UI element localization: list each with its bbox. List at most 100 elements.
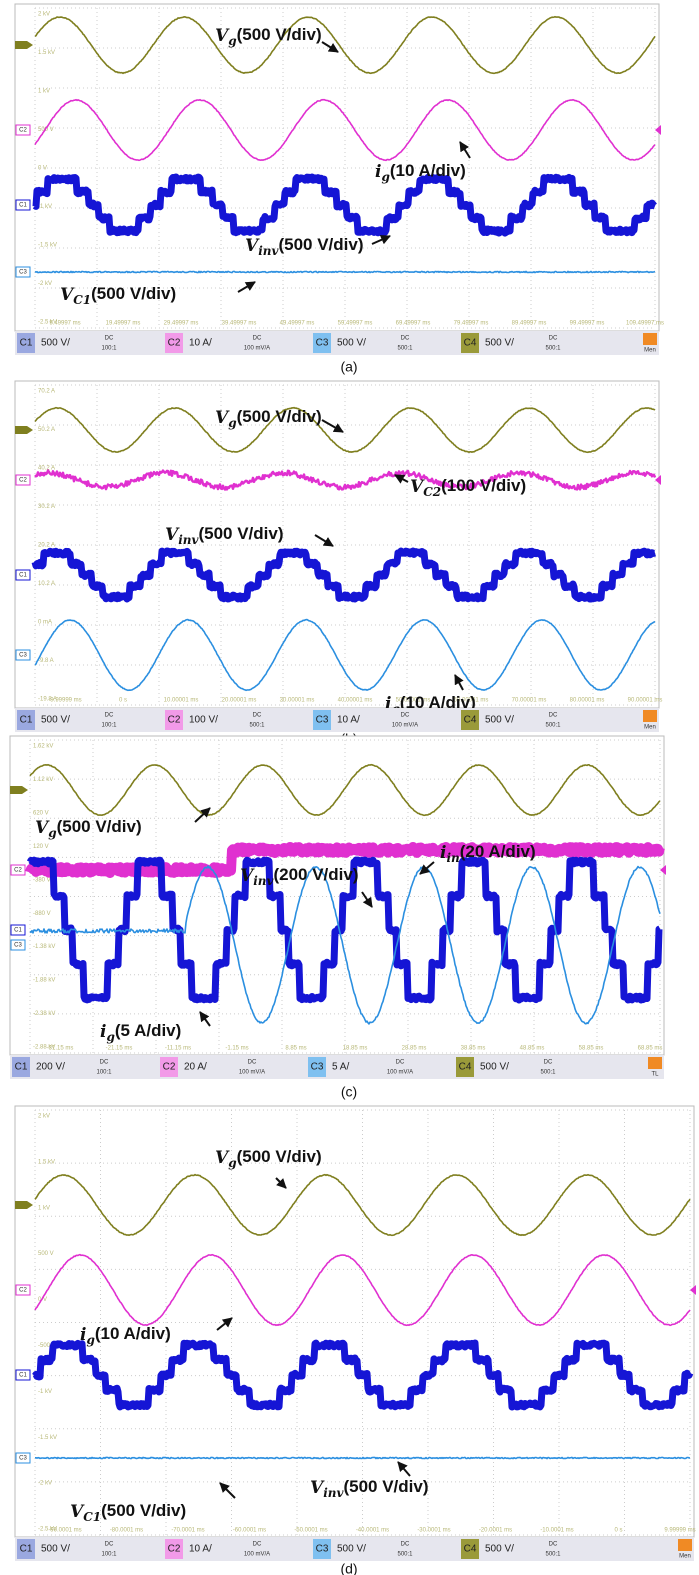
channel-id: C2	[168, 1544, 181, 1555]
channel-probe: 500:1	[397, 1552, 413, 1558]
scope-panel: 1.62 kV1.12 kV620 V120 V-380 V-880 V-1.3…	[10, 736, 666, 1100]
channel-id: C4	[464, 338, 477, 349]
x-label: 20.00001 ms	[222, 698, 257, 704]
y-label: 1.62 kV	[33, 744, 53, 750]
channel-probe: 100 mV/A	[392, 723, 418, 729]
channel-scale: 500 V/	[485, 1544, 514, 1555]
menu-icon	[678, 1539, 692, 1551]
channel-coupling: DC	[401, 1542, 410, 1548]
x-label: 69.49997 ms	[396, 321, 431, 327]
x-label: 109.49997 ms	[626, 321, 664, 327]
y-label: -1.88 kV	[33, 978, 55, 984]
x-label: 0 s	[119, 698, 127, 704]
channel-marker-label: C3	[19, 1456, 27, 1462]
y-label: 50.2 A	[38, 427, 55, 433]
channel-scale: 500 V/	[41, 338, 70, 349]
channel-probe: 500:1	[545, 346, 561, 352]
channel-scale: 20 A/	[184, 1062, 207, 1073]
y-label: -380 V	[33, 877, 51, 883]
channel-probe: 500:1	[545, 723, 561, 729]
menu-label: Men	[644, 725, 656, 731]
channel-scale: 500 V/	[480, 1062, 509, 1073]
x-label: 8.85 ms	[285, 1046, 306, 1052]
channel-marker-label: C2	[19, 1288, 27, 1294]
annotation-scale: (5 A/div)	[115, 1021, 181, 1040]
channel-marker-label: C1	[19, 203, 27, 209]
x-label: 68.85 ms	[638, 1046, 663, 1052]
x-label: 99.49997 ms	[570, 321, 605, 327]
x-label: 0 s	[614, 1528, 622, 1534]
y-label: 20.2 A	[38, 543, 55, 549]
channel-marker-label: C1	[19, 1373, 27, 1379]
x-label: 80.00001 ms	[570, 698, 605, 704]
channel-coupling: DC	[401, 713, 410, 719]
annotation-scale: (100 V/div)	[441, 476, 526, 495]
y-label: -1.5 kV	[38, 243, 57, 249]
x-label: -11.15 ms	[165, 1046, 191, 1052]
x-label: -21.15 ms	[106, 1046, 133, 1052]
menu-icon	[648, 1057, 662, 1069]
channel-scale: 10 A/	[189, 338, 212, 349]
y-label: 2 kV	[38, 12, 50, 18]
annotation-scale: (20 A/div)	[460, 842, 536, 861]
y-label: -880 V	[33, 911, 51, 917]
channel-marker-label: C3	[19, 653, 27, 659]
channel-id: C2	[168, 338, 181, 349]
annotation-scale: (10 A/div)	[95, 1324, 171, 1343]
channel-coupling: DC	[549, 1542, 558, 1548]
caption: (a)	[340, 359, 357, 375]
waveform	[35, 1457, 690, 1458]
y-label: -2.38 kV	[33, 1011, 55, 1017]
x-label: 39.49997 ms	[222, 321, 257, 327]
annotation-subscript: C2	[423, 485, 441, 499]
channel-coupling: DC	[100, 1060, 109, 1066]
annotation-scale: (500 V/div)	[343, 1477, 428, 1496]
channel-coupling: DC	[253, 1542, 262, 1548]
channel-id: C4	[459, 1062, 472, 1073]
x-label: 29.49997 ms	[164, 321, 199, 327]
annotation-scale: (500 V/div)	[237, 25, 322, 44]
x-label: 30.00001 ms	[280, 698, 315, 704]
x-label: 59.49997 ms	[338, 321, 373, 327]
channel-coupling: DC	[396, 1060, 405, 1066]
y-label: 500 V	[38, 1251, 54, 1257]
channel-coupling: DC	[401, 336, 410, 342]
y-label: 2 kV	[38, 1114, 50, 1120]
annotation-subscript: g	[48, 826, 56, 840]
x-label: 10.00001 ms	[164, 698, 199, 704]
channel-scale: 500 V/	[485, 715, 514, 726]
channel-id: C3	[316, 1544, 329, 1555]
x-label: 58.85 ms	[579, 1046, 604, 1052]
y-label: 70.2 A	[38, 389, 55, 395]
annotation-subscript: C1	[73, 293, 91, 307]
annotation-subscript: in	[446, 851, 459, 865]
y-label: -1.38 kV	[33, 944, 55, 950]
x-label: -9.99999 ms	[48, 698, 81, 704]
x-label: 19.49997 ms	[106, 321, 141, 327]
channel-id: C2	[168, 715, 181, 726]
figure: 2 kV1.5 kV1 kV500 V0 V-1 kV-1.5 kV-2 kV-…	[0, 0, 699, 1575]
y-label: -2 kV	[38, 281, 52, 287]
channel-coupling: DC	[105, 336, 114, 342]
x-label: 49.49997 ms	[280, 321, 315, 327]
annotation-scale: (500 V/div)	[101, 1501, 186, 1520]
annotation-subscript: C1	[83, 1510, 101, 1524]
annotation-scale: (10 A/div)	[390, 161, 466, 180]
annotation-subscript: inv	[323, 1486, 344, 1500]
x-label: -70.0001 ms	[171, 1528, 204, 1534]
x-label: 40.00001 ms	[338, 698, 373, 704]
channel-probe: 500:1	[397, 346, 413, 352]
x-label: 70.00001 ms	[512, 698, 547, 704]
channel-probe: 100:1	[101, 1552, 117, 1558]
y-label: 0 mA	[38, 620, 52, 626]
x-label: 9.49997 ms	[49, 321, 80, 327]
channel-scale: 500 V/	[337, 338, 366, 349]
channel-probe: 100:1	[101, 346, 117, 352]
x-label: -20.0001 ms	[479, 1528, 512, 1534]
y-label: 1.5 kV	[38, 1159, 55, 1165]
caption: (d)	[340, 1561, 357, 1575]
channel-scale: 10 A/	[337, 715, 360, 726]
y-label: 120 V	[33, 844, 49, 850]
channel-marker-label: C1	[19, 573, 27, 579]
channel-id: C2	[163, 1062, 176, 1073]
